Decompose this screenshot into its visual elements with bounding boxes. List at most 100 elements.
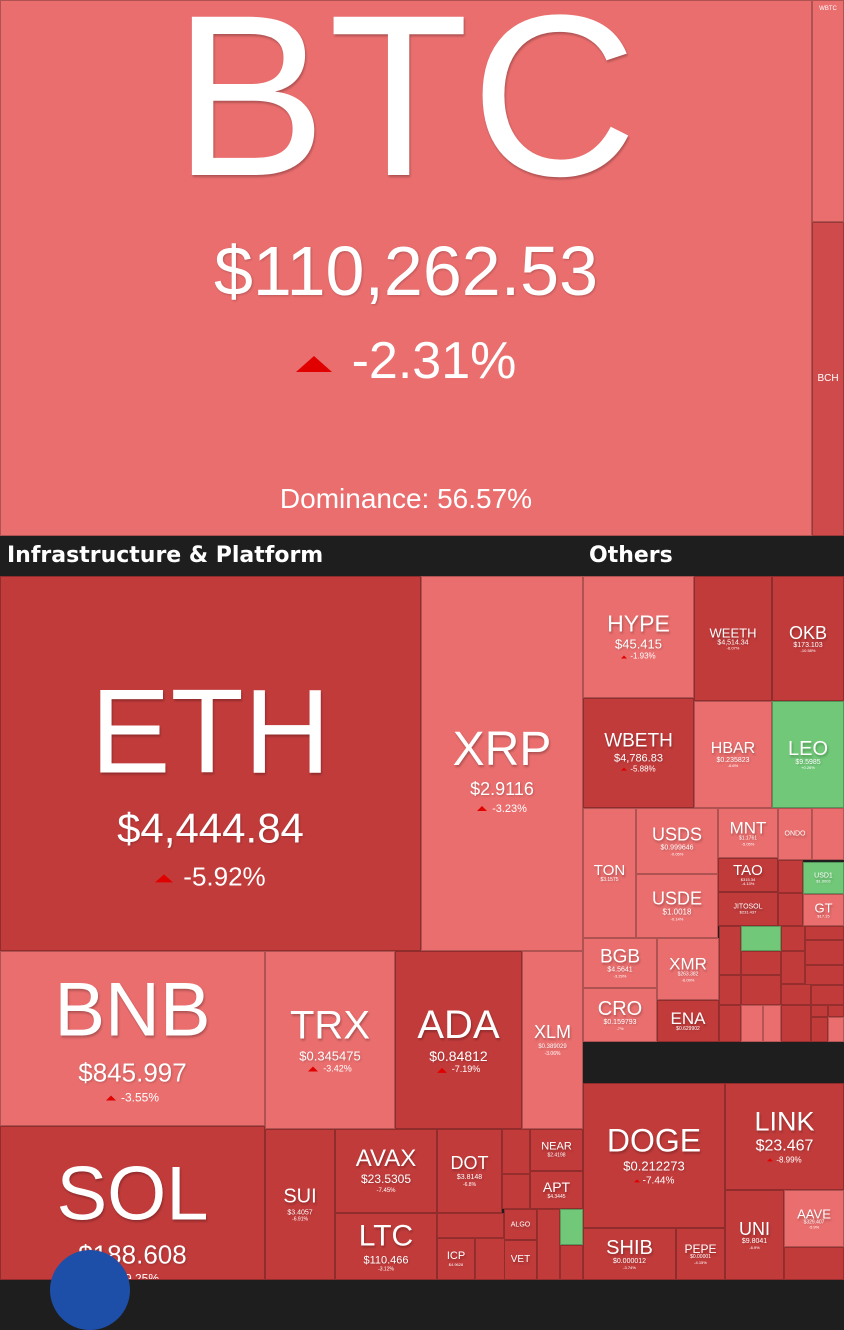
tile-small[interactable] (502, 1129, 530, 1174)
tile-small[interactable] (811, 1005, 828, 1017)
tile-cro[interactable]: CRO $0.159793 -7% (583, 988, 657, 1042)
tile-small[interactable] (778, 893, 803, 926)
tile-aave[interactable]: AAVE $329.407 -5.9% (784, 1190, 844, 1247)
tile-small[interactable] (778, 860, 803, 893)
tile-sui[interactable]: SUI $3.4057 -6.91% (265, 1129, 335, 1280)
tile-small[interactable] (805, 965, 844, 985)
tile-hype[interactable]: HYPE $45.415 -1.93% (583, 576, 694, 698)
tile-okb[interactable]: OKB $173.103 -10.58% (772, 576, 844, 701)
tile-small[interactable] (437, 1213, 504, 1238)
down-triangle-icon (621, 768, 628, 772)
wbtc-symbol: WBTC (819, 6, 837, 12)
tile-pepe[interactable]: PEPE $0.00001 -4.15% (676, 1228, 725, 1280)
tile-small[interactable] (784, 1247, 844, 1280)
tile-gt[interactable]: GT $17.15 (803, 894, 844, 926)
tile-jitosol[interactable]: JITOSOL $231.437 (718, 892, 778, 926)
link-symbol: LINK (754, 1105, 815, 1136)
tile-small[interactable] (781, 926, 805, 951)
doge-symbol: DOGE (606, 1121, 702, 1158)
tile-small[interactable] (781, 1005, 811, 1042)
floating-action-button[interactable] (50, 1250, 130, 1330)
tile-ena[interactable]: ENA $0.629902 (657, 1000, 719, 1042)
tile-usd1[interactable]: USD1 $1.0002 (803, 862, 844, 894)
tile-ada[interactable]: ADA $0.84812 -7.19% (395, 951, 522, 1129)
tile-small[interactable] (811, 985, 844, 1005)
tile-small[interactable] (741, 951, 781, 975)
avax-symbol: AVAX (355, 1144, 417, 1172)
sol-symbol: SOL (56, 1151, 209, 1237)
tile-bch[interactable]: BCH (812, 222, 844, 536)
tile-bnb[interactable]: BNB $845.997 -3.55% (0, 951, 265, 1126)
tile-btc[interactable]: BTC $110,262.53 -2.31% Dominance: 56.57% (0, 0, 812, 536)
leo-change: +0.26% (801, 764, 815, 770)
tile-apt[interactable]: APT $4.3445 (530, 1171, 583, 1209)
tile-small[interactable] (805, 926, 844, 940)
tile-wbeth[interactable]: WBETH $4,786.83 -5.88% (583, 698, 694, 808)
bnb-symbol: BNB (54, 967, 211, 1053)
tile-xrp[interactable]: XRP $2.9116 -3.23% (421, 576, 583, 951)
tile-small[interactable] (502, 1174, 530, 1209)
tile-ondo[interactable]: ONDO (778, 808, 812, 860)
dot-change: -6.8% (462, 1181, 477, 1188)
tile-ton[interactable]: TON $3.1575 (583, 808, 636, 938)
sector-infrastructure-platform: Infrastructure & Platform (0, 536, 583, 572)
tile-small[interactable] (560, 1245, 583, 1280)
tile-bgb[interactable]: BGB $4.5641 -3.29% (583, 938, 657, 988)
tile-small-positive[interactable] (560, 1209, 583, 1245)
xrp-price: $2.9116 (470, 778, 534, 799)
tile-usde[interactable]: USDE $1.0018 -0.14% (636, 874, 718, 938)
pepe-change: -4.15% (694, 1259, 707, 1265)
tile-tao[interactable]: TAO $315.34 -4.13% (718, 858, 778, 892)
tile-small[interactable] (537, 1209, 560, 1280)
tile-trx[interactable]: TRX $0.345475 -3.42% (265, 951, 395, 1129)
eth-price: $4,444.84 (117, 804, 304, 852)
tile-near[interactable]: NEAR $2.4198 (530, 1129, 583, 1171)
tile-algo[interactable]: ALGO (504, 1209, 537, 1240)
tile-uni[interactable]: UNI $9.8041 -6.9% (725, 1190, 784, 1280)
tile-eth[interactable]: ETH $4,444.84 -5.92% (0, 576, 421, 951)
tile-hbar[interactable]: HBAR $0.235823 -6.6% (694, 701, 772, 808)
tile-small[interactable] (805, 940, 844, 965)
tile-small[interactable] (719, 1005, 741, 1042)
tile-small[interactable] (781, 951, 805, 984)
tile-sol[interactable]: SOL $188.608 -9.25% (0, 1126, 265, 1280)
ena-price: $0.629902 (676, 1025, 700, 1032)
down-triangle-icon (621, 655, 628, 659)
tile-small[interactable] (741, 975, 781, 1005)
tile-wbtc[interactable]: WBTC (812, 0, 844, 222)
tile-small[interactable] (811, 1017, 828, 1042)
tile-xmr[interactable]: XMR $263.382 -6.09% (657, 938, 719, 1000)
tile-weeth[interactable]: WEETH $4,514.34 -6.07% (694, 576, 772, 701)
xrp-change-value: -3.23% (492, 802, 527, 815)
tile-dot[interactable]: DOT $3.8148 -6.8% (437, 1129, 502, 1213)
tile-usds[interactable]: USDS $0.999646 -0.05% (636, 808, 718, 874)
usds-change: -0.05% (670, 850, 684, 856)
tile-leo[interactable]: LEO $9.5985 +0.26% (772, 701, 844, 808)
tile-small[interactable] (741, 1005, 763, 1042)
tile-small[interactable] (719, 975, 741, 1005)
tile-small[interactable] (475, 1238, 505, 1280)
trx-price: $0.345475 (299, 1048, 361, 1064)
tile-xlm[interactable]: XLM $0.389029 -3.06% (522, 951, 583, 1129)
doge-change-value: -7.44% (642, 1175, 675, 1187)
usde-price: $1.0018 (662, 907, 692, 917)
tile-ltc[interactable]: LTC $110.466 -3.12% (335, 1213, 437, 1280)
tile-small[interactable] (828, 1005, 844, 1017)
xrp-symbol: XRP (452, 722, 552, 776)
tile-small[interactable] (828, 1017, 844, 1042)
hype-change: -1.93% (584, 652, 693, 662)
tile-icp[interactable]: ICP $4.9628 (437, 1238, 475, 1280)
tile-doge[interactable]: DOGE $0.212273 -7.44% (583, 1083, 725, 1228)
tile-avax[interactable]: AVAX $23.5305 -7.45% (335, 1129, 437, 1213)
eth-symbol: ETH (90, 664, 331, 799)
tile-mnt[interactable]: MNT $1.1761 -5.05% (718, 808, 778, 858)
tile-small[interactable] (763, 1005, 781, 1042)
tile-shib[interactable]: SHIB $0.000012 -3.74% (583, 1228, 676, 1280)
tile-small[interactable] (719, 926, 741, 975)
btc-symbol: BTC (173, 0, 639, 224)
tile-small[interactable] (812, 808, 844, 860)
tile-vet[interactable]: VET (504, 1240, 537, 1280)
tile-small[interactable] (781, 984, 811, 1005)
tile-small-positive[interactable] (741, 926, 781, 951)
tile-link[interactable]: LINK $23.467 -8.99% (725, 1083, 844, 1190)
